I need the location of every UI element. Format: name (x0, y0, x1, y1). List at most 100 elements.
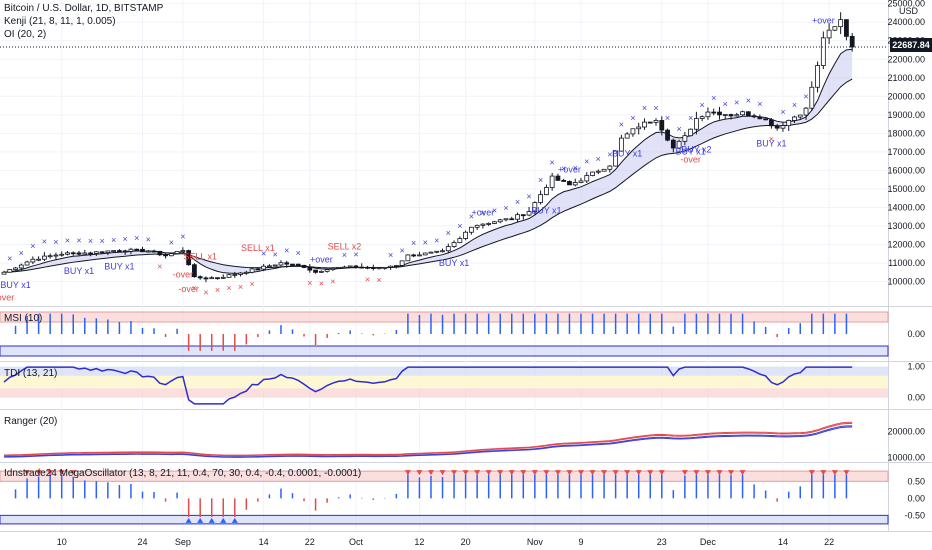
candle-body (105, 250, 111, 253)
kenji-legend: Kenji (21, 8, 11, 1, 0.005) (4, 16, 116, 27)
candle-body (249, 268, 255, 273)
mega-sell-arrow (451, 470, 458, 476)
candle-body (226, 274, 232, 278)
candle-body (99, 251, 105, 254)
candle-body (301, 264, 307, 268)
candle-body (313, 269, 318, 273)
signal-cross-marker: × (469, 211, 474, 221)
candle-body (140, 248, 145, 253)
candle-body (163, 254, 168, 257)
mega-tick-label: 0.00 (907, 493, 925, 503)
signal-cross-marker: × (342, 250, 347, 260)
signal-cross-marker: × (596, 154, 601, 164)
signal-label: BUY x2 (681, 144, 711, 154)
candle-body (238, 272, 243, 275)
candle-body (151, 250, 157, 253)
signal-cross-marker: × (538, 175, 543, 185)
candle-body (509, 218, 515, 221)
candle-body (774, 125, 780, 129)
over-label: -over (680, 155, 701, 165)
time-tick-label: Nov (527, 537, 544, 547)
megaoscillator-legend: Idnstrade24 MegaOscillator (13, 8, 21, 1… (4, 468, 362, 479)
candle-body (532, 202, 538, 212)
candle-body (174, 251, 180, 254)
signal-cross-marker: × (619, 119, 624, 129)
price-tick-label: 12000.00 (887, 239, 925, 249)
signal-cross-marker: × (607, 150, 612, 160)
price-tick-label: 13000.00 (887, 221, 925, 231)
candle-body (422, 252, 428, 256)
candle-body (330, 267, 336, 270)
candle-body (682, 135, 688, 142)
mega-sell-arrow (693, 470, 700, 476)
candle-body (728, 114, 734, 117)
candle-body (272, 264, 278, 267)
candle-body (734, 114, 740, 117)
candle-body (844, 19, 849, 37)
ranger-line (3, 422, 853, 457)
candle-body (65, 252, 70, 255)
signal-cross-marker: × (319, 278, 324, 288)
mega-lower-zone (0, 514, 889, 525)
candle-body (128, 248, 134, 252)
candle-body (601, 168, 607, 172)
price-tick-label: 24000.00 (887, 17, 925, 27)
over-label: +over (472, 207, 495, 217)
candle-body (428, 251, 434, 254)
over-label: -over (178, 284, 199, 294)
tdi-lower-zone (0, 388, 888, 398)
candle-body (278, 262, 284, 266)
candle-body (168, 253, 174, 257)
price-tick-label: 22000.00 (887, 54, 925, 64)
tdi-legend: TDI (13, 21) (4, 368, 58, 379)
candle-body (405, 254, 411, 262)
candle-body (445, 246, 451, 252)
candle-body (111, 250, 117, 252)
mega-sell-arrow (681, 470, 688, 476)
over-label: +over (558, 164, 581, 174)
signal-cross-marker: × (111, 235, 116, 245)
candle-body (826, 29, 832, 39)
price-tick-label: 16000.00 (887, 165, 925, 175)
signal-cross-marker: × (157, 262, 162, 272)
mega-sell-arrow (716, 470, 723, 476)
candle-body (832, 26, 838, 31)
candle-body (555, 175, 561, 181)
signal-label: BUY x1 (0, 280, 30, 290)
candle-body (584, 175, 590, 182)
candle-body (186, 250, 192, 266)
candle-body (342, 266, 347, 269)
signal-cross-marker: × (249, 279, 254, 289)
tdi-tick-label: 0.00 (907, 393, 925, 403)
candle-body (440, 250, 445, 253)
signal-cross-marker: × (330, 277, 335, 287)
candle-body (474, 224, 480, 228)
candle-body (549, 175, 555, 188)
candle-body (630, 128, 636, 135)
candle-body (694, 118, 699, 130)
candle-body (324, 269, 330, 272)
ranger-tick-label: 20000.00 (887, 426, 925, 436)
signal-cross-marker: × (503, 203, 508, 213)
candle-body (434, 250, 440, 253)
mega-sell-arrow (531, 470, 538, 476)
signal-cross-marker: × (180, 232, 185, 242)
candle-body (215, 277, 220, 280)
candle-body (572, 182, 578, 186)
candle-body (145, 250, 151, 253)
signal-cross-marker: × (573, 163, 578, 173)
candle-body (722, 114, 728, 116)
mega-sell-arrow (497, 470, 504, 476)
candle-body (676, 140, 682, 149)
tdi-mid-zone (0, 375, 888, 389)
time-tick-label: 22 (824, 537, 834, 547)
candle-body (267, 265, 272, 268)
signal-cross-marker: × (734, 97, 739, 107)
time-tick-label: Oct (349, 537, 364, 547)
signal-cross-marker: × (19, 248, 24, 258)
mega-sell-arrow (24, 470, 31, 476)
candle-body (451, 242, 457, 247)
signal-cross-marker: × (134, 233, 139, 243)
candle-body (318, 270, 324, 273)
